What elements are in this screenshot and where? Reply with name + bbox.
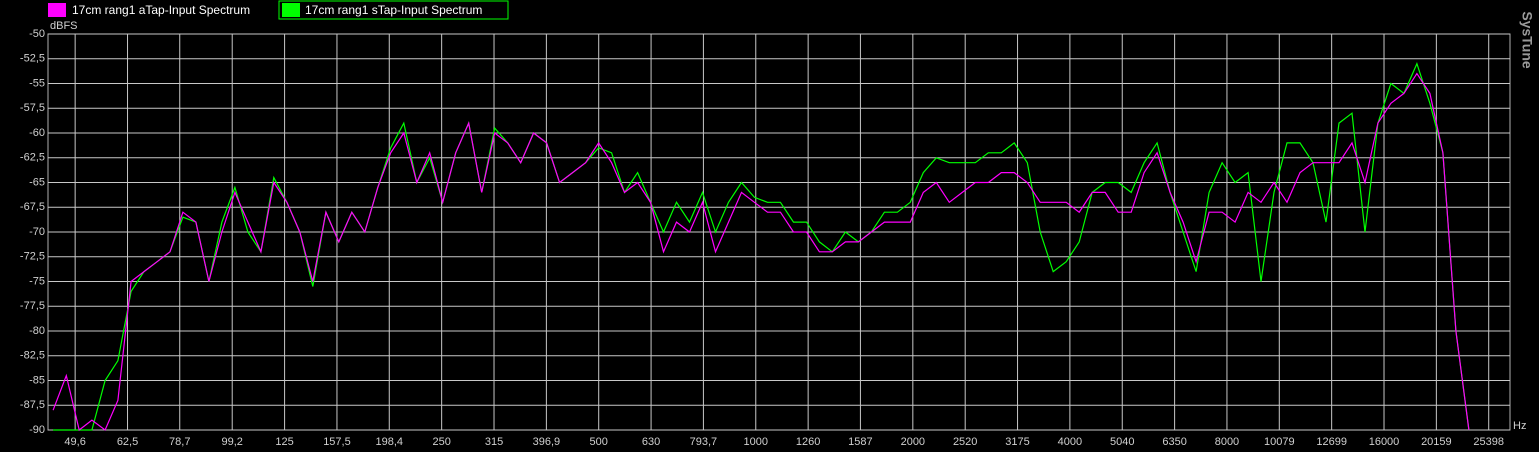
y-tick-label: -57,5 (20, 102, 45, 114)
brand: SysTune (1519, 11, 1535, 69)
x-tick-label: 793,7 (690, 436, 718, 448)
y-tick-label: -62,5 (20, 152, 45, 164)
x-tick-label: 5040 (1110, 436, 1134, 448)
x-tick-label: 2520 (953, 436, 977, 448)
y-tick-label: -80 (29, 325, 45, 337)
x-tick-label: 16000 (1369, 436, 1400, 448)
x-tick-label: 630 (642, 436, 660, 448)
x-tick-label: 6350 (1162, 436, 1186, 448)
x-tick-label: 1587 (848, 436, 872, 448)
x-tick-label: 2000 (901, 436, 925, 448)
x-tick-label: 315 (485, 436, 503, 448)
x-tick-label: 396,9 (533, 436, 561, 448)
y-tick-label: -67,5 (20, 201, 45, 213)
y-tick-label: -90 (29, 424, 45, 436)
y-tick-label: -55 (29, 77, 45, 89)
x-tick-label: 20159 (1421, 436, 1452, 448)
x-tick-label: 1000 (744, 436, 768, 448)
y-tick-label: -60 (29, 127, 45, 139)
legend-swatch (282, 3, 300, 17)
y-tick-label: -75 (29, 275, 45, 287)
x-tick-label: 12699 (1316, 436, 1347, 448)
legend-selection (278, 0, 509, 20)
y-tick-label: -82,5 (20, 350, 45, 362)
x-tick-label: 500 (590, 436, 608, 448)
x-tick-label: 99,2 (221, 436, 242, 448)
y-tick-label: -70 (29, 226, 45, 238)
x-tick-label: 125 (275, 436, 293, 448)
x-tick-label: 4000 (1058, 436, 1082, 448)
legend: 17cm rang1 aTap-Input Spectrum 17cm rang… (48, 0, 509, 20)
x-axis-label: Hz (1513, 420, 1526, 432)
x-tick-label: 78,7 (169, 436, 190, 448)
y-tick-label: -65 (29, 176, 45, 188)
x-tick-label: 49,6 (64, 436, 85, 448)
x-tick-label: 250 (432, 436, 450, 448)
legend-swatch (48, 3, 66, 17)
y-tick-label: -52,5 (20, 53, 45, 65)
x-tick-label: 10079 (1264, 436, 1295, 448)
legend-label: 17cm rang1 sTap-Input Spectrum (305, 3, 482, 17)
x-tick-label: 62,5 (117, 436, 138, 448)
x-tick-label: 1260 (796, 436, 820, 448)
y-tick-label: -50 (29, 28, 45, 40)
x-tick-label: 198,4 (376, 436, 404, 448)
x-tick-label: 8000 (1215, 436, 1239, 448)
y-tick-label: -77,5 (20, 300, 45, 312)
series-line (52, 72, 1470, 431)
y-tick-label: -85 (29, 374, 45, 386)
x-tick-label: 3175 (1005, 436, 1029, 448)
x-tick-label: 157,5 (323, 436, 351, 448)
y-tick-label: -87,5 (20, 399, 45, 411)
x-tick-label: 25398 (1473, 436, 1504, 448)
legend-label: 17cm rang1 aTap-Input Spectrum (72, 3, 250, 17)
y-tick-label: -72,5 (20, 251, 45, 263)
y-axis-label: dBFS (50, 20, 78, 32)
